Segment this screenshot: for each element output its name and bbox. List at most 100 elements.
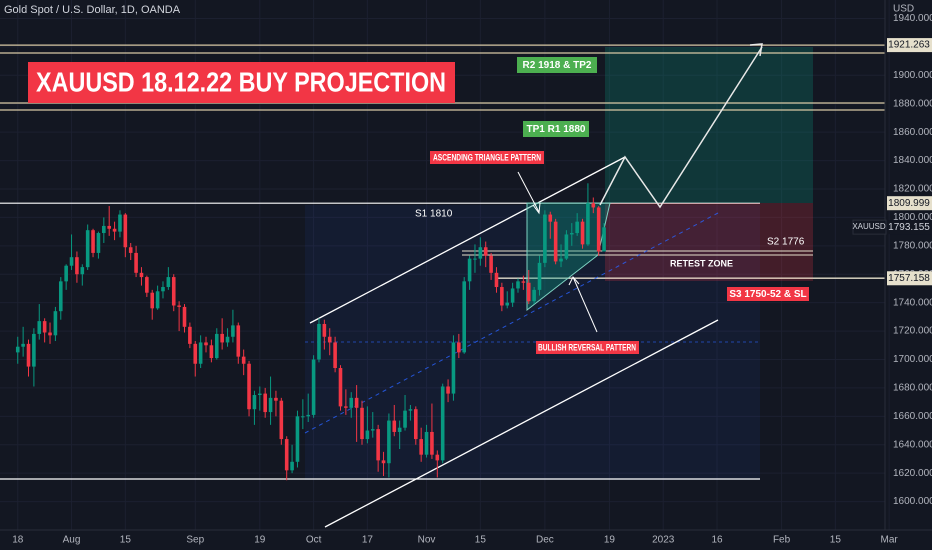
price-tag xyxy=(887,271,932,286)
x-tick-label: 18 xyxy=(12,535,24,546)
candle-body xyxy=(139,272,144,278)
candle-body xyxy=(494,272,499,288)
channel-mid xyxy=(304,212,719,434)
y-tick-label: 1600.000 xyxy=(893,496,932,507)
candle-body xyxy=(451,342,456,394)
candle-body xyxy=(510,288,515,303)
price-tag-label: 1921.263 xyxy=(888,40,930,51)
annotation: BULLISH REVERSAL PATTERN xyxy=(538,342,636,352)
candle-body xyxy=(204,342,208,346)
axes: 1600.000 1620.000 1640.000 1660.000 1680.000… xyxy=(12,13,932,546)
candle-body xyxy=(575,221,579,234)
candle-body xyxy=(301,416,305,418)
symbol-tag xyxy=(852,219,887,235)
candle-body xyxy=(419,439,423,455)
candle-body xyxy=(322,323,327,337)
symbol-label: XAUUSD xyxy=(852,222,886,231)
candle-body xyxy=(112,228,117,232)
currency: USD xyxy=(893,4,914,15)
headline-box xyxy=(28,62,455,103)
candle-body xyxy=(177,305,181,307)
candle-body xyxy=(381,460,386,464)
candle-body xyxy=(96,233,101,253)
candle-body xyxy=(397,427,402,432)
candle-body xyxy=(478,247,483,259)
candle-body xyxy=(15,346,20,353)
y-tick-label: 1880.000 xyxy=(893,98,932,109)
candle-body xyxy=(118,214,122,232)
annotation: S1 1810 xyxy=(415,209,453,220)
candle-body xyxy=(317,323,321,360)
candle-body xyxy=(387,420,391,464)
candle-body xyxy=(564,234,569,259)
candle-body xyxy=(516,281,520,289)
x-tick-label: Aug xyxy=(63,535,81,546)
candle-body xyxy=(591,203,596,208)
annotation: RETEST ZONE xyxy=(670,258,733,268)
arrow-head xyxy=(749,43,763,57)
annotation: S2 1776 xyxy=(767,237,805,248)
candle-body xyxy=(134,252,138,273)
x-tick-label: 17 xyxy=(362,535,374,546)
candle-body xyxy=(274,397,278,401)
candle-body xyxy=(489,255,493,273)
candle-body xyxy=(80,267,85,275)
candle-body xyxy=(171,277,176,306)
candle-body xyxy=(26,343,31,367)
stop-zone xyxy=(605,203,813,281)
candle-body xyxy=(102,225,106,234)
candle-body xyxy=(457,342,461,353)
y-tick-label: 1720.000 xyxy=(893,326,932,337)
candle-body xyxy=(247,363,251,410)
candle-body xyxy=(333,342,337,369)
candle-body xyxy=(241,356,246,364)
candle-body xyxy=(537,262,542,290)
label-box xyxy=(536,341,639,354)
candle-body xyxy=(586,203,590,245)
candle-body xyxy=(311,359,316,415)
x-tick-label: Sep xyxy=(186,535,204,546)
candle-body xyxy=(258,393,262,396)
candle-body xyxy=(500,287,504,306)
candle-body xyxy=(290,461,294,471)
candle-body xyxy=(543,214,547,263)
candle-body xyxy=(155,291,160,309)
chart-title: Gold Spot / U.S. Dollar, 1D, OANDA xyxy=(4,4,181,16)
y-tick-label: 1680.000 xyxy=(893,383,932,394)
candle-body xyxy=(360,407,364,440)
candle-body xyxy=(75,257,79,275)
x-tick-label: 19 xyxy=(604,535,616,546)
candle-body xyxy=(505,302,510,306)
channel-lower xyxy=(324,319,719,528)
channel-upper xyxy=(309,156,626,324)
candle-body xyxy=(602,227,606,252)
annotation: TP1 R1 1880 xyxy=(527,124,586,135)
candle-body xyxy=(392,420,397,432)
candle-body xyxy=(182,306,187,327)
candle-body xyxy=(462,281,467,353)
x-tick-label: Nov xyxy=(418,535,436,546)
x-tick-label: 16 xyxy=(711,535,723,546)
candle-body xyxy=(69,257,74,266)
candle-body xyxy=(306,414,311,417)
candle-body xyxy=(338,368,343,407)
grid xyxy=(0,0,890,530)
y-tick-label: 1800.000 xyxy=(893,212,932,223)
candle-body xyxy=(188,326,192,344)
y-tick-label: 1660.000 xyxy=(893,411,932,422)
last-price-tag xyxy=(887,220,932,235)
x-tick-label: 15 xyxy=(120,535,132,546)
candle-body xyxy=(284,439,289,471)
candle-body xyxy=(220,333,224,343)
last-price-label: 1793.155 xyxy=(888,222,930,233)
y-tick-label: 1900.000 xyxy=(893,70,932,81)
price-tag xyxy=(887,38,932,53)
y-tick-label: 1740.000 xyxy=(893,297,932,308)
candle-body xyxy=(408,409,413,411)
x-tick-label: Dec xyxy=(536,535,554,546)
y-tick-label: 1620.000 xyxy=(893,468,932,479)
candle-body xyxy=(252,395,257,410)
candle-body xyxy=(526,282,531,302)
candle-body xyxy=(161,287,165,292)
